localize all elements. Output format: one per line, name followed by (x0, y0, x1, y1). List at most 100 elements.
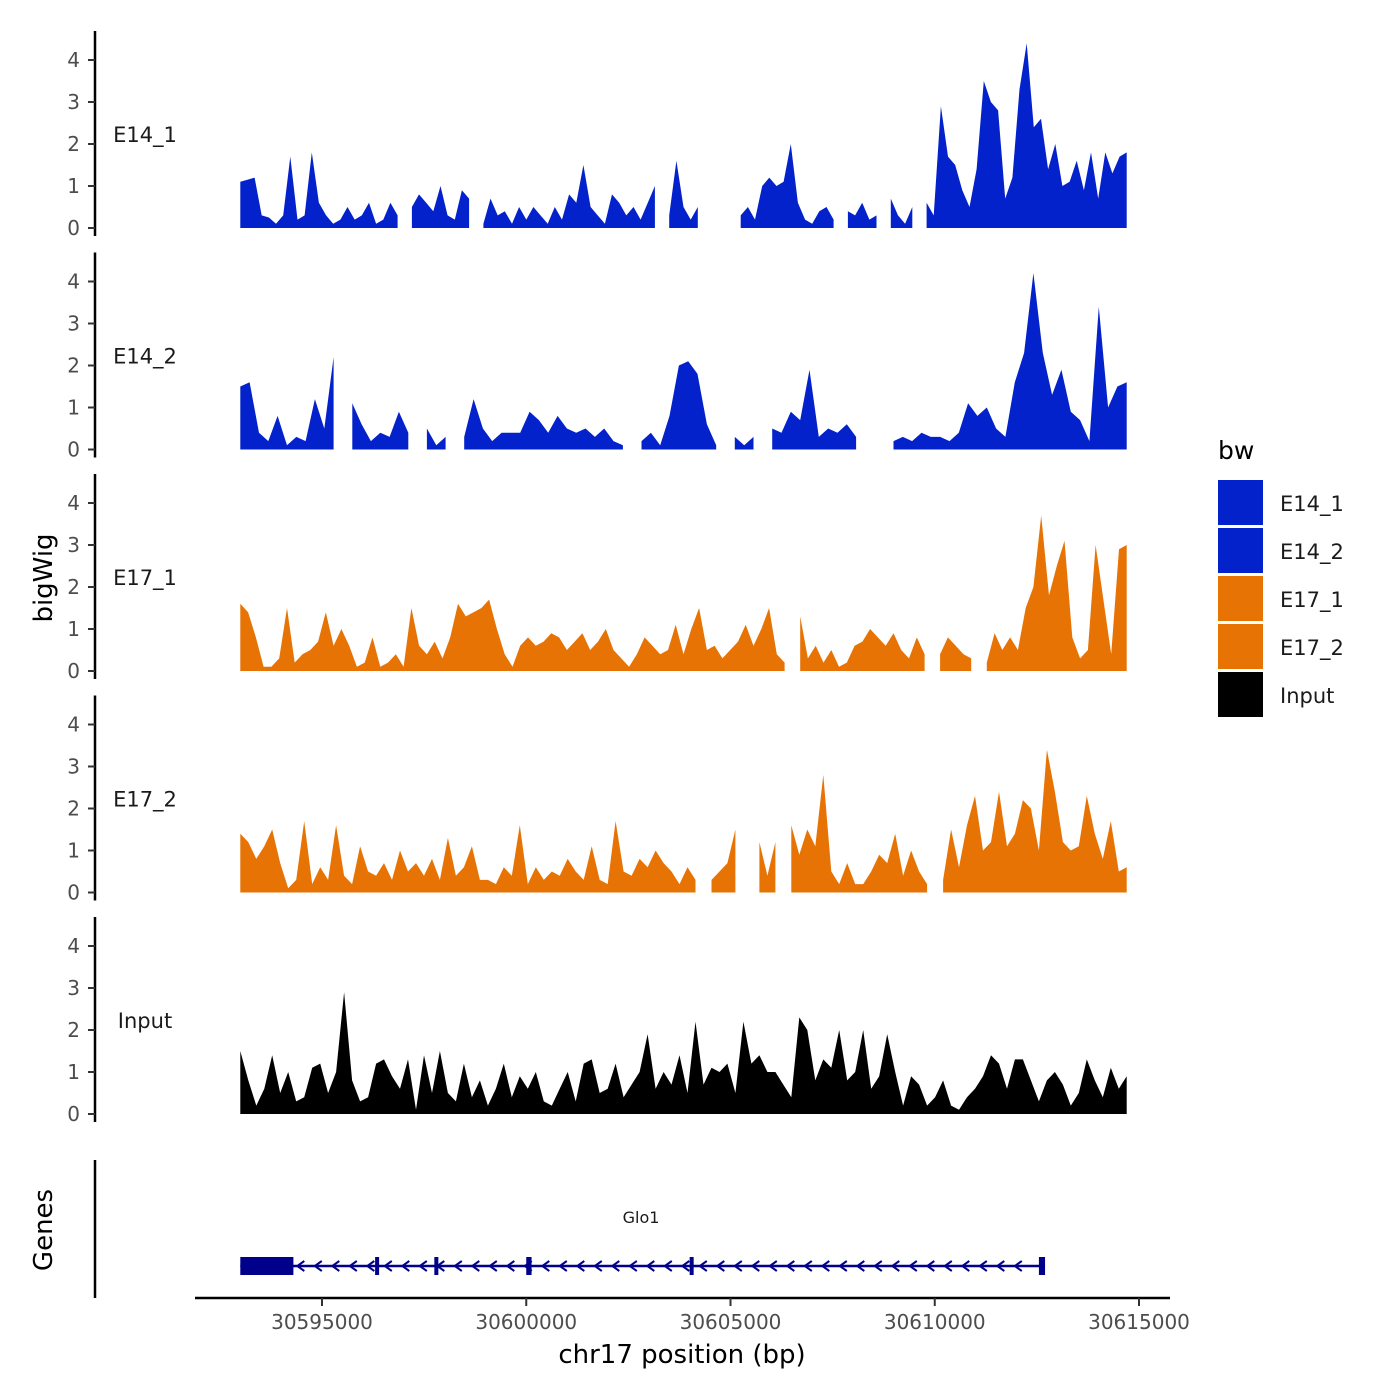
genes-panel-label: Genes (29, 1189, 59, 1271)
y-tick-label: 1 (67, 1060, 80, 1084)
coverage-area-E17_2 (711, 829, 736, 893)
exon (434, 1257, 439, 1275)
genes-panel: Genes Glo1 (29, 1160, 1046, 1298)
track-E17_1: 0 1 2 3 4 E17_1 (67, 474, 1127, 683)
strand-arrow (575, 1260, 585, 1272)
legend-swatch-E14_1 (1218, 480, 1263, 525)
coverage-area-E14_2 (734, 436, 754, 450)
coverage-area-E14_1 (483, 165, 655, 228)
x-tick-label: 30600000 (475, 1310, 577, 1334)
y-tick-label: 1 (67, 396, 80, 420)
legend-label-E17_1: E17_1 (1280, 588, 1344, 613)
strand-arrow (995, 1260, 1005, 1272)
gene-model (240, 1257, 1046, 1275)
coverage-area-E17_1 (240, 599, 785, 671)
coverage-area-E17_2 (791, 774, 928, 893)
gene-name: Glo1 (623, 1208, 660, 1227)
coverage-area-E14_2 (464, 399, 623, 450)
coverage-area-E14_1 (847, 202, 877, 228)
track-E17_2: 0 1 2 3 4 E17_2 (67, 695, 1127, 905)
strand-arrow (295, 1260, 305, 1272)
coverage-area-Input (240, 992, 1127, 1114)
bigwig-tracks: 0 1 2 3 4 E14_1 0 1 2 3 4 E14_2 0 1 2 3 4 E17_1 0 1 2 3 4 E17_2… (67, 31, 1127, 1126)
y-tick-label: 2 (67, 575, 80, 599)
legend-swatch-E14_2 (1218, 528, 1263, 573)
strand-arrow (470, 1260, 480, 1272)
y-tick-label: 3 (67, 755, 80, 779)
coverage-area-E17_2 (759, 842, 776, 893)
y-tick-label: 4 (67, 491, 80, 515)
legend-swatch-Input (1218, 672, 1263, 717)
y-tick-label: 2 (67, 797, 80, 821)
strand-arrow (698, 1260, 708, 1272)
y-tick-label: 4 (67, 713, 80, 737)
y-tick-label: 0 (67, 438, 80, 462)
strand-arrow (330, 1260, 340, 1272)
y-tick-label: 3 (67, 976, 80, 1000)
coverage-area-E17_1 (940, 637, 972, 671)
y-tick-label: 1 (67, 617, 80, 641)
strand-arrow (593, 1260, 603, 1272)
y-tick-label: 3 (67, 312, 80, 336)
track-label: E14_2 (113, 345, 177, 370)
strand-arrow (960, 1260, 970, 1272)
strand-arrow (943, 1260, 953, 1272)
strand-arrow (803, 1260, 813, 1272)
track-label: E17_1 (113, 566, 177, 591)
exon (526, 1257, 532, 1275)
x-tick-label: 30615000 (1088, 1310, 1190, 1334)
legend-title: bw (1218, 436, 1254, 465)
strand-arrow (890, 1260, 900, 1272)
exon (689, 1257, 694, 1275)
strand-arrow (750, 1260, 760, 1272)
y-tick-label: 3 (67, 90, 80, 114)
strand-arrow (838, 1260, 848, 1272)
strand-arrow (348, 1260, 358, 1272)
strand-arrow (1013, 1260, 1023, 1272)
strand-arrow (418, 1260, 428, 1272)
coverage-area-E14_2 (240, 357, 334, 450)
y-tick-label: 1 (67, 839, 80, 863)
strand-arrow (873, 1260, 883, 1272)
y-tick-label: 4 (67, 48, 80, 72)
track-label: E14_1 (113, 123, 177, 148)
coverage-area-E14_1 (926, 43, 1127, 229)
coverage-area-E17_2 (943, 749, 1127, 893)
track-label: E17_2 (113, 788, 177, 813)
strand-arrow (768, 1260, 778, 1272)
y-tick-label: 1 (67, 174, 80, 198)
x-tick-label: 30605000 (680, 1310, 782, 1334)
y-tick-label: 3 (67, 533, 80, 557)
coverage-area-E14_2 (426, 428, 446, 450)
coverage-area-E14_1 (669, 160, 698, 228)
coverage-area-E17_2 (240, 821, 696, 893)
y-tick-label: 0 (67, 659, 80, 683)
x-tick-label: 30595000 (271, 1310, 373, 1334)
strand-arrow (453, 1260, 463, 1272)
y-tick-label: 2 (67, 1018, 80, 1042)
strand-arrow (365, 1260, 375, 1272)
strand-arrow (925, 1260, 935, 1272)
strand-arrow (785, 1260, 795, 1272)
legend-label-E17_2: E17_2 (1280, 636, 1344, 661)
y-tick-label: 2 (67, 132, 80, 156)
exon (240, 1257, 294, 1275)
strand-arrow (400, 1260, 410, 1272)
strand-arrow (628, 1260, 638, 1272)
y-tick-label: 0 (67, 216, 80, 240)
coverage-area-E14_1 (240, 152, 398, 228)
strand-arrow (663, 1260, 673, 1272)
y-tick-label: 4 (67, 934, 80, 958)
coverage-area-E14_1 (890, 198, 913, 228)
strand-arrow (540, 1260, 550, 1272)
coverage-area-E17_1 (986, 515, 1127, 671)
strand-arrow (820, 1260, 830, 1272)
y-axis-title: bigWig (29, 533, 59, 622)
track-label: Input (118, 1009, 172, 1033)
strand-arrow (505, 1260, 515, 1272)
track-E14_2: 0 1 2 3 4 E14_2 (67, 252, 1127, 462)
coverage-area-E14_1 (411, 186, 470, 228)
strand-arrow (855, 1260, 865, 1272)
coverage-area-E14_2 (772, 369, 857, 450)
